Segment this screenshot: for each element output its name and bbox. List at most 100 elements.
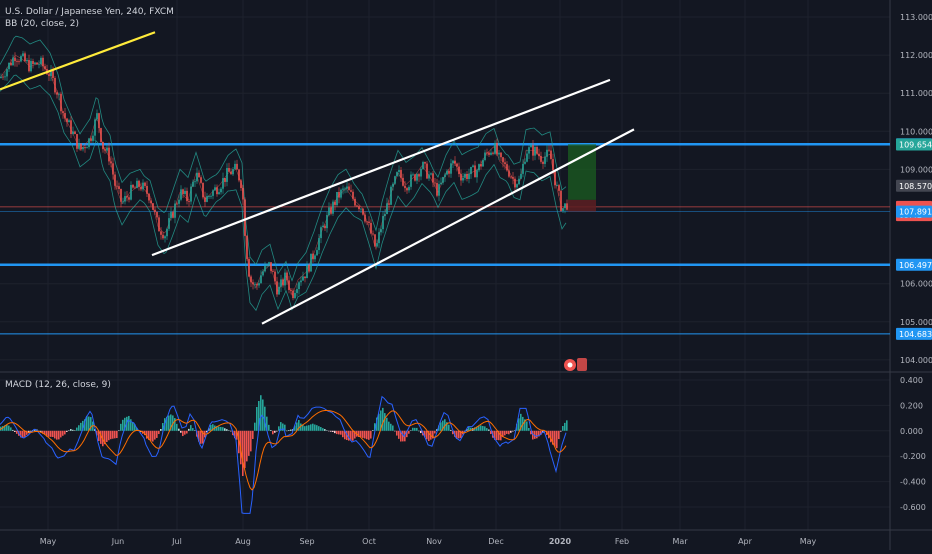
macd-histogram-bar bbox=[246, 430, 248, 462]
macd-tick-label: 0.200 bbox=[900, 401, 923, 410]
macd-histogram-bar bbox=[452, 430, 454, 435]
time-tick-label: May bbox=[40, 537, 57, 546]
candle-body bbox=[300, 280, 302, 283]
macd-tick-label: 0.400 bbox=[900, 376, 923, 385]
candle-body bbox=[16, 61, 18, 62]
macd-histogram-bar bbox=[248, 430, 250, 456]
macd-histogram-bar bbox=[490, 430, 492, 435]
time-tick-label: Sep bbox=[299, 537, 314, 546]
macd-line bbox=[0, 395, 567, 514]
macd-histogram-bar bbox=[450, 429, 452, 431]
candle-body bbox=[424, 162, 426, 164]
channel-upper-line[interactable] bbox=[151, 78, 611, 257]
candle-body bbox=[84, 147, 86, 149]
chart-title: U.S. Dollar / Japanese Yen, 240, FXCM bbox=[5, 7, 174, 17]
candle-body bbox=[96, 113, 98, 120]
macd-histogram-bar bbox=[420, 430, 422, 434]
candle-body bbox=[488, 152, 490, 155]
candle-body bbox=[418, 174, 420, 177]
macd-histogram-bar bbox=[442, 420, 444, 431]
alert-icon[interactable] bbox=[564, 358, 587, 371]
candle-body bbox=[532, 145, 534, 156]
candle-body bbox=[522, 163, 524, 174]
channel-lower-line[interactable] bbox=[261, 128, 635, 325]
macd-histogram-bar bbox=[478, 425, 480, 431]
macd-histogram-bar bbox=[38, 430, 40, 432]
candle-body bbox=[244, 199, 246, 236]
macd-histogram-bar bbox=[76, 427, 78, 431]
trendlines[interactable] bbox=[0, 31, 635, 325]
candle-body bbox=[268, 262, 270, 265]
candle-body bbox=[134, 187, 136, 189]
macd-histogram-bar bbox=[52, 430, 54, 437]
candle-body bbox=[254, 283, 256, 285]
macd-histogram-bar bbox=[16, 430, 18, 434]
macd-histogram-bar bbox=[134, 424, 136, 431]
macd-tick-label: 0.000 bbox=[900, 427, 923, 436]
bb-lower-band bbox=[0, 74, 567, 312]
macd-histogram-bar bbox=[178, 428, 180, 431]
loss-zone[interactable] bbox=[568, 199, 596, 212]
candle-body bbox=[112, 163, 114, 175]
macd-histogram-bar bbox=[80, 422, 82, 431]
macd-histogram-bar bbox=[12, 429, 14, 431]
candle-body bbox=[256, 283, 258, 286]
macd-histogram-bar bbox=[458, 430, 460, 439]
macd-histogram-bar bbox=[308, 425, 310, 431]
candle-body bbox=[318, 238, 320, 251]
candle-body bbox=[74, 131, 76, 135]
candle-body bbox=[428, 174, 430, 179]
candle-body bbox=[194, 181, 196, 183]
candle-body bbox=[384, 214, 386, 217]
macd-histogram-bar bbox=[324, 429, 326, 431]
candle-body bbox=[198, 172, 200, 178]
candle-body bbox=[66, 118, 68, 123]
candle-body bbox=[362, 208, 364, 215]
candle-body bbox=[296, 289, 298, 293]
candle-body bbox=[440, 182, 442, 185]
candle-body bbox=[540, 156, 542, 162]
yellow-downtrend-line[interactable] bbox=[0, 31, 156, 91]
candle-body bbox=[486, 152, 488, 154]
candle-body bbox=[402, 177, 404, 186]
candle-body bbox=[100, 128, 102, 142]
candle-body bbox=[516, 184, 518, 188]
candle-body bbox=[334, 201, 336, 206]
candle-body bbox=[164, 236, 166, 239]
position-tool[interactable] bbox=[568, 144, 596, 212]
candle-body bbox=[106, 147, 108, 151]
candle-body bbox=[364, 214, 366, 222]
candle-body bbox=[498, 152, 500, 155]
candle-body bbox=[360, 208, 362, 210]
macd-histogram-bar bbox=[236, 430, 238, 440]
price-tags: 109.659109.654108.570108.01605:42107.947… bbox=[896, 138, 932, 340]
macd-histogram-bar bbox=[408, 430, 410, 434]
macd-histogram-bar bbox=[136, 427, 138, 431]
macd-histogram-bar bbox=[160, 428, 162, 431]
candle-body bbox=[292, 290, 294, 299]
horizontal-levels[interactable] bbox=[0, 143, 890, 335]
candle-body bbox=[538, 153, 540, 157]
candle-body bbox=[150, 200, 152, 204]
macd-histogram-bar bbox=[288, 430, 290, 431]
candle-body bbox=[218, 192, 220, 195]
candle-body bbox=[242, 188, 244, 200]
candle-body bbox=[188, 201, 190, 202]
candle-body bbox=[228, 168, 230, 172]
candle-body bbox=[246, 235, 248, 259]
macd-histogram-bar bbox=[46, 430, 48, 437]
candle-body bbox=[534, 146, 536, 156]
profit-zone[interactable] bbox=[568, 144, 596, 200]
macd-histogram-bar bbox=[538, 430, 540, 437]
macd-histogram-bar bbox=[300, 423, 302, 431]
time-tick-label: Nov bbox=[426, 537, 442, 546]
candle-body bbox=[562, 208, 564, 211]
price-axis[interactable]: 113.000 112.000 111.000 110.000 109.000 106.0… bbox=[900, 13, 932, 512]
time-axis[interactable]: May Jun Jul Aug Sep Oct Nov Dec 2020 Feb Mar Apr May bbox=[40, 537, 817, 546]
macd-histogram-bar bbox=[358, 430, 360, 437]
candle-body bbox=[110, 161, 112, 164]
candle-body bbox=[310, 253, 312, 272]
macd-histogram-bar bbox=[368, 430, 370, 440]
macd-histogram-bar bbox=[314, 424, 316, 431]
